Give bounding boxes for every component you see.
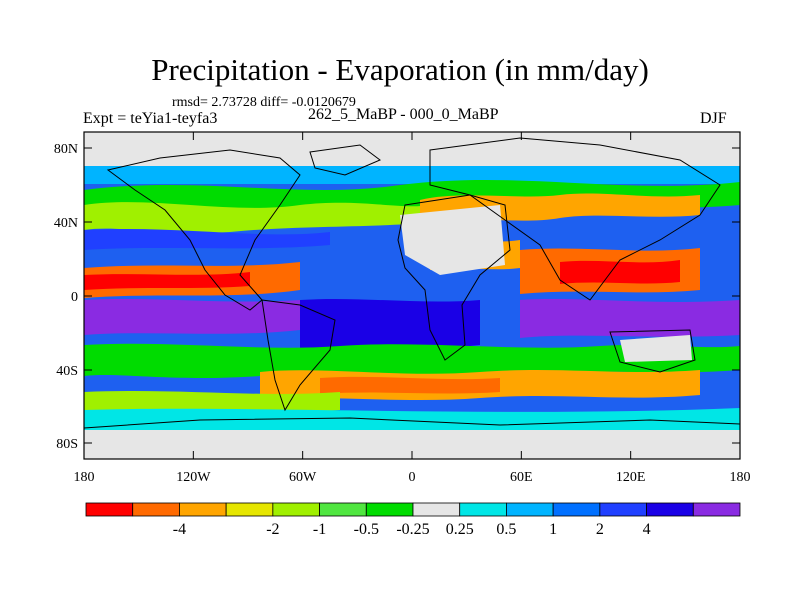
lon-tick-label: 60E <box>510 470 533 485</box>
lat-tick-label: 40N <box>54 216 78 231</box>
lat-tick-label: 80N <box>54 142 78 157</box>
lat-tick-label: 40S <box>56 364 78 379</box>
colorbar-label: -0.25 <box>396 521 429 538</box>
colorbar-swatch <box>646 502 694 517</box>
colorbar-swatch <box>85 502 134 517</box>
lon-tick-label: 120E <box>616 470 646 485</box>
colorbar-swatch <box>412 502 461 517</box>
lon-tick-label: 180 <box>730 470 751 485</box>
rmsd-diff-stats: rmsd= 2.73728 diff= -0.0120679 <box>172 95 356 110</box>
map-field <box>84 132 740 459</box>
colorbar-label: -2 <box>266 521 279 538</box>
colorbar-swatch <box>552 502 601 517</box>
colorbar-label: 1 <box>549 521 557 538</box>
season-label: DJF <box>700 110 727 127</box>
colorbar-swatch <box>506 502 554 517</box>
colorbar-label: 4 <box>643 521 651 538</box>
colorbar-swatch <box>132 502 180 517</box>
colorbar-label: 0.25 <box>446 521 474 538</box>
colorbar-swatch <box>365 502 414 517</box>
lon-tick-label: 60W <box>289 470 317 485</box>
colorbar-swatch <box>272 502 320 517</box>
colorbar-swatch <box>692 502 741 517</box>
colorbar-label: -0.5 <box>354 521 379 538</box>
axis-ticks: 80N 40N 0 40S 80S 180 120W 60W 0 60E 120E 180 <box>54 132 751 485</box>
colorbar-swatch <box>459 502 507 517</box>
colorbar: -4 -2 -1 -0.5 -0.25 0.25 0.5 1 2 4 <box>85 502 741 538</box>
colorbar-swatch <box>599 502 647 517</box>
lon-tick-label: 120W <box>176 470 211 485</box>
lat-tick-label: 80S <box>56 437 78 452</box>
colorbar-label: -1 <box>313 521 326 538</box>
colorbar-label: 0.5 <box>496 521 516 538</box>
colorbar-label: -4 <box>173 521 186 538</box>
lon-tick-label: 180 <box>74 470 95 485</box>
map-title: Precipitation - Evaporation (in mm/day) <box>151 52 649 87</box>
colorbar-swatch <box>179 502 227 517</box>
lon-tick-label: 0 <box>409 470 416 485</box>
colorbar-swatch <box>225 502 274 517</box>
lat-tick-label: 0 <box>71 290 78 305</box>
period-label: 262_5_MaBP - 000_0_MaBP <box>308 106 499 123</box>
experiment-label: Expt = teYia1-teyfa3 <box>83 110 218 127</box>
colorbar-swatch <box>319 502 367 517</box>
colorbar-label: 2 <box>596 521 604 538</box>
